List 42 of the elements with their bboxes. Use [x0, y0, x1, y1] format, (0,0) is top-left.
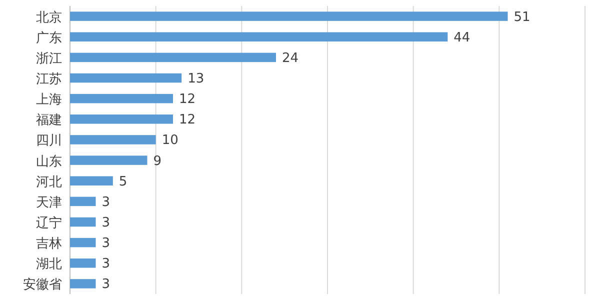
- y-tick-label: 上海: [36, 92, 62, 108]
- data-label: 9: [153, 154, 162, 169]
- bar: [70, 32, 448, 42]
- y-tick-label: 福建: [36, 113, 62, 128]
- bar: [70, 12, 508, 21]
- y-tick-label: 安徽省: [23, 276, 62, 293]
- data-label: 3: [102, 256, 110, 272]
- data-label: 3: [102, 236, 110, 252]
- bar: [70, 238, 96, 248]
- bar: [70, 94, 173, 104]
- bar: [70, 52, 276, 62]
- data-label: 12: [179, 92, 196, 108]
- data-label: 3: [102, 194, 110, 210]
- y-tick-label: 吉林: [36, 236, 62, 252]
- y-tick-label: 辽宁: [36, 215, 62, 231]
- bar: [70, 217, 96, 227]
- data-label: 3: [102, 277, 110, 292]
- y-tick-label: 四川: [36, 134, 62, 149]
- y-tick-label: 天津: [36, 195, 62, 210]
- data-label: 13: [188, 72, 204, 86]
- data-label: 24: [282, 50, 299, 66]
- data-label: 12: [179, 112, 196, 128]
- y-tick-label: 河北: [36, 174, 62, 190]
- bar: [70, 156, 148, 165]
- y-tick-label: 山东: [36, 154, 62, 170]
- data-label: 3: [102, 216, 110, 230]
- y-tick-label: 江苏: [36, 72, 62, 87]
- y-tick-label: 广东: [36, 30, 62, 46]
- y-tick-label: 湖北: [36, 257, 62, 272]
- data-label: 44: [454, 30, 470, 46]
- bar: [70, 176, 113, 186]
- data-label: 5: [118, 174, 128, 190]
- bar: [70, 279, 96, 288]
- bar: [70, 258, 96, 268]
- bar: [70, 114, 173, 124]
- bar: [70, 196, 96, 206]
- data-label: 10: [162, 133, 178, 148]
- bar: [70, 73, 182, 83]
- y-tick-label: 浙江: [36, 51, 62, 66]
- data-label: 51: [514, 10, 530, 25]
- y-tick-label: 北京: [36, 10, 62, 26]
- bar: [70, 135, 156, 144]
